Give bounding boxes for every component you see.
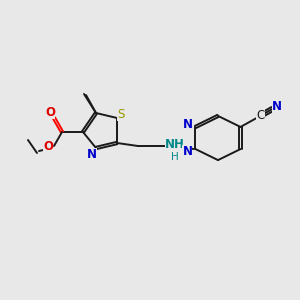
Text: H: H [171, 152, 179, 162]
Text: C: C [256, 110, 265, 122]
Text: O: O [45, 106, 55, 118]
Text: N: N [182, 118, 193, 131]
Text: NH: NH [165, 139, 185, 152]
Text: N: N [272, 100, 281, 113]
Text: N: N [182, 145, 193, 158]
Text: O: O [43, 140, 53, 154]
Text: S: S [117, 107, 125, 121]
Text: N: N [87, 148, 97, 160]
